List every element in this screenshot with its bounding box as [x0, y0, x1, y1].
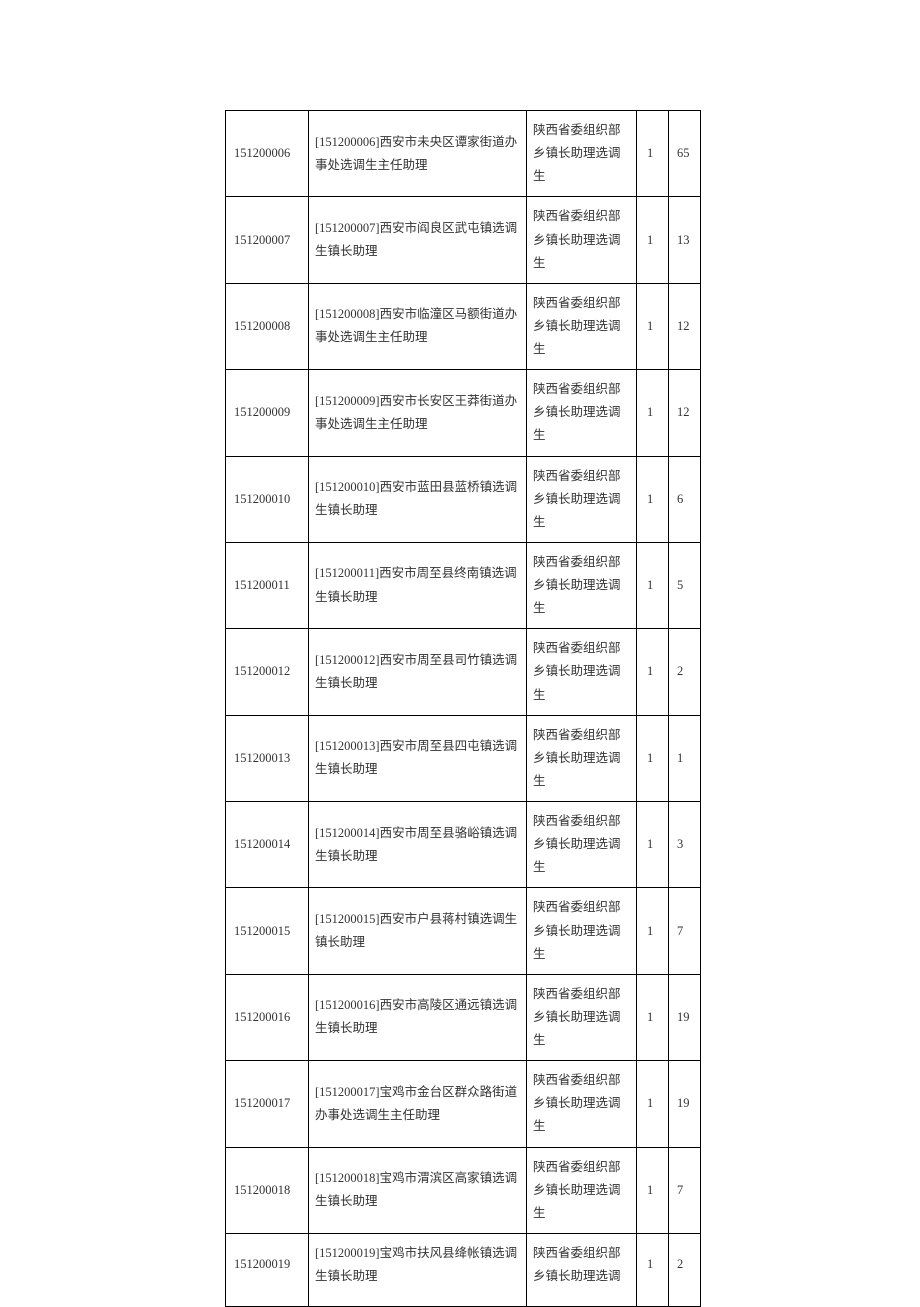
cell-description: [151200010]西安市蓝田县蓝桥镇选调生镇长助理 — [309, 456, 527, 542]
cell-code: 151200008 — [226, 283, 309, 369]
cell-count2: 1 — [669, 715, 701, 801]
table-row: 151200016 [151200016]西安市高陵区通远镇选调生镇长助理 陕西… — [226, 974, 701, 1060]
cell-description: [151200014]西安市周至县骆峪镇选调生镇长助理 — [309, 802, 527, 888]
cell-department: 陕西省委组织部乡镇长助理选调生 — [527, 283, 637, 369]
cell-count2: 3 — [669, 802, 701, 888]
cell-description: [151200019]宝鸡市扶风县绛帐镇选调生镇长助理 — [309, 1233, 527, 1306]
cell-count2: 19 — [669, 1061, 701, 1147]
table-row: 151200010 [151200010]西安市蓝田县蓝桥镇选调生镇长助理 陕西… — [226, 456, 701, 542]
cell-department: 陕西省委组织部乡镇长助理选调生 — [527, 456, 637, 542]
cell-count1: 1 — [637, 1233, 669, 1306]
cell-description: [151200012]西安市周至县司竹镇选调生镇长助理 — [309, 629, 527, 715]
cell-department: 陕西省委组织部乡镇长助理选调生 — [527, 197, 637, 283]
cell-count2: 19 — [669, 974, 701, 1060]
table-row: 151200006 [151200006]西安市未央区谭家街道办事处选调生主任助… — [226, 111, 701, 197]
cell-description: [151200008]西安市临潼区马额街道办事处选调生主任助理 — [309, 283, 527, 369]
cell-count1: 1 — [637, 629, 669, 715]
cell-description: [151200009]西安市长安区王莽街道办事处选调生主任助理 — [309, 370, 527, 456]
cell-count1: 1 — [637, 370, 669, 456]
cell-count2: 5 — [669, 542, 701, 628]
cell-code: 151200013 — [226, 715, 309, 801]
cell-department: 陕西省委组织部乡镇长助理选调生 — [527, 629, 637, 715]
cell-description: [151200017]宝鸡市金台区群众路街道办事处选调生主任助理 — [309, 1061, 527, 1147]
cell-description: [151200018]宝鸡市渭滨区高家镇选调生镇长助理 — [309, 1147, 527, 1233]
cell-description: [151200007]西安市阎良区武屯镇选调生镇长助理 — [309, 197, 527, 283]
cell-department: 陕西省委组织部乡镇长助理选调生 — [527, 802, 637, 888]
cell-code: 151200007 — [226, 197, 309, 283]
table-row: 151200007 [151200007]西安市阎良区武屯镇选调生镇长助理 陕西… — [226, 197, 701, 283]
cell-code: 151200017 — [226, 1061, 309, 1147]
cell-code: 151200016 — [226, 974, 309, 1060]
cell-code: 151200015 — [226, 888, 309, 974]
table-row: 151200014 [151200014]西安市周至县骆峪镇选调生镇长助理 陕西… — [226, 802, 701, 888]
table-row: 151200013 [151200013]西安市周至县四屯镇选调生镇长助理 陕西… — [226, 715, 701, 801]
table-body: 151200006 [151200006]西安市未央区谭家街道办事处选调生主任助… — [226, 111, 701, 1307]
cell-count2: 12 — [669, 283, 701, 369]
cell-count1: 1 — [637, 1061, 669, 1147]
cell-code: 151200019 — [226, 1233, 309, 1306]
cell-department: 陕西省委组织部乡镇长助理选调生 — [527, 1147, 637, 1233]
table-row: 151200012 [151200012]西安市周至县司竹镇选调生镇长助理 陕西… — [226, 629, 701, 715]
table-row: 151200011 [151200011]西安市周至县终南镇选调生镇长助理 陕西… — [226, 542, 701, 628]
cell-count1: 1 — [637, 974, 669, 1060]
cell-department: 陕西省委组织部乡镇长助理选调生 — [527, 1061, 637, 1147]
cell-count1: 1 — [637, 283, 669, 369]
cell-description: [151200006]西安市未央区谭家街道办事处选调生主任助理 — [309, 111, 527, 197]
cell-department: 陕西省委组织部乡镇长助理选调生 — [527, 111, 637, 197]
cell-count1: 1 — [637, 197, 669, 283]
table-row: 151200009 [151200009]西安市长安区王莽街道办事处选调生主任助… — [226, 370, 701, 456]
cell-count2: 2 — [669, 1233, 701, 1306]
cell-count1: 1 — [637, 888, 669, 974]
cell-department: 陕西省委组织部乡镇长助理选调生 — [527, 715, 637, 801]
cell-count2: 65 — [669, 111, 701, 197]
table-row: 151200015 [151200015]西安市户县蒋村镇选调生镇长助理 陕西省… — [226, 888, 701, 974]
cell-count2: 7 — [669, 1147, 701, 1233]
cell-code: 151200006 — [226, 111, 309, 197]
cell-count2: 2 — [669, 629, 701, 715]
cell-count2: 13 — [669, 197, 701, 283]
cell-code: 151200010 — [226, 456, 309, 542]
cell-count1: 1 — [637, 542, 669, 628]
cell-code: 151200012 — [226, 629, 309, 715]
table-row: 151200008 [151200008]西安市临潼区马额街道办事处选调生主任助… — [226, 283, 701, 369]
cell-description: [151200011]西安市周至县终南镇选调生镇长助理 — [309, 542, 527, 628]
data-table-container: 151200006 [151200006]西安市未央区谭家街道办事处选调生主任助… — [225, 110, 700, 1307]
cell-description: [151200015]西安市户县蒋村镇选调生镇长助理 — [309, 888, 527, 974]
cell-code: 151200014 — [226, 802, 309, 888]
cell-code: 151200018 — [226, 1147, 309, 1233]
cell-count2: 7 — [669, 888, 701, 974]
cell-count1: 1 — [637, 715, 669, 801]
table-row: 151200019 [151200019]宝鸡市扶风县绛帐镇选调生镇长助理 陕西… — [226, 1233, 701, 1306]
cell-count1: 1 — [637, 456, 669, 542]
cell-code: 151200011 — [226, 542, 309, 628]
cell-count2: 6 — [669, 456, 701, 542]
cell-count1: 1 — [637, 1147, 669, 1233]
cell-code: 151200009 — [226, 370, 309, 456]
cell-department: 陕西省委组织部乡镇长助理选调生 — [527, 974, 637, 1060]
cell-count1: 1 — [637, 802, 669, 888]
table-row: 151200018 [151200018]宝鸡市渭滨区高家镇选调生镇长助理 陕西… — [226, 1147, 701, 1233]
cell-description: [151200013]西安市周至县四屯镇选调生镇长助理 — [309, 715, 527, 801]
cell-department: 陕西省委组织部乡镇长助理选调生 — [527, 542, 637, 628]
cell-department: 陕西省委组织部乡镇长助理选调 — [527, 1233, 637, 1306]
cell-count2: 12 — [669, 370, 701, 456]
cell-department: 陕西省委组织部乡镇长助理选调生 — [527, 370, 637, 456]
cell-department: 陕西省委组织部乡镇长助理选调生 — [527, 888, 637, 974]
cell-description: [151200016]西安市高陵区通远镇选调生镇长助理 — [309, 974, 527, 1060]
data-table: 151200006 [151200006]西安市未央区谭家街道办事处选调生主任助… — [225, 110, 701, 1307]
cell-count1: 1 — [637, 111, 669, 197]
table-row: 151200017 [151200017]宝鸡市金台区群众路街道办事处选调生主任… — [226, 1061, 701, 1147]
